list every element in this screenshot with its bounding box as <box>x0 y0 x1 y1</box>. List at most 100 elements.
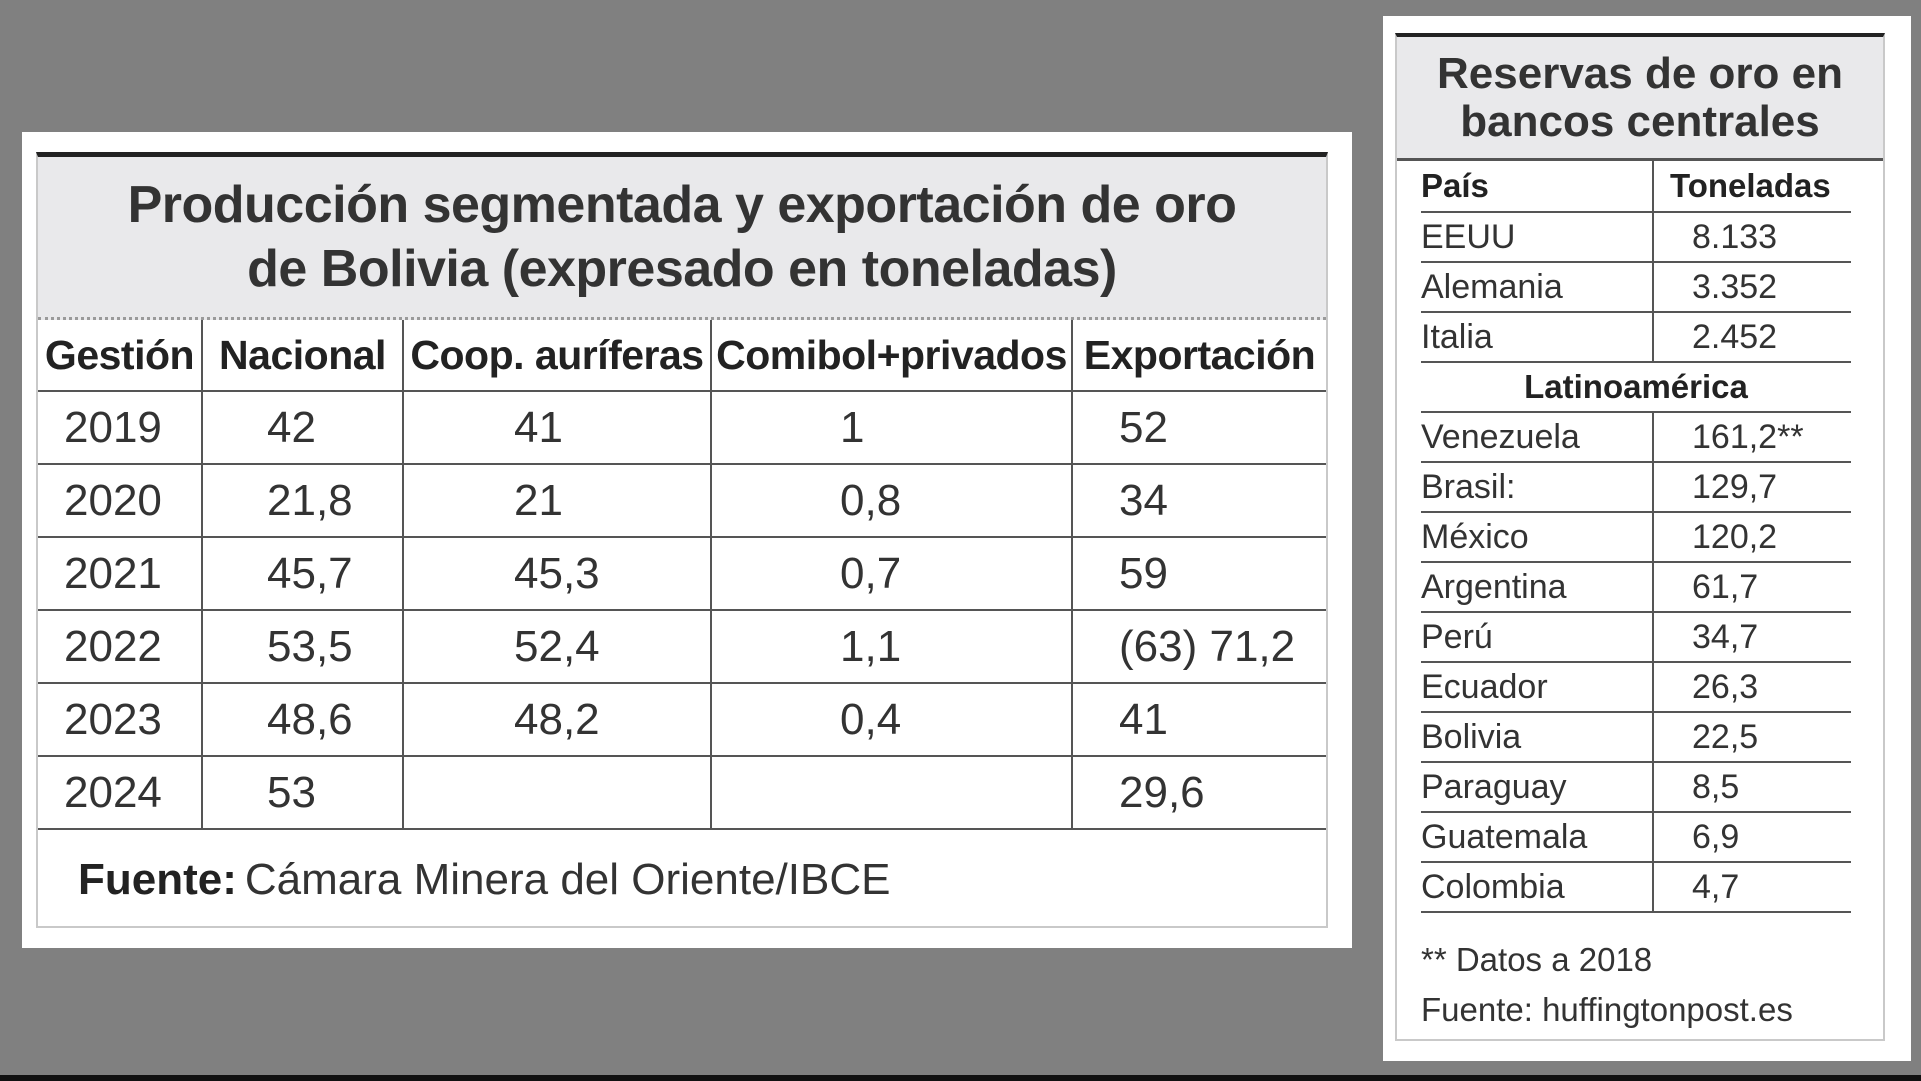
cell-gestion: 2019 <box>38 391 202 465</box>
header-comibol-privados: Comibol+privados <box>710 320 1072 392</box>
cell-pais: Bolivia <box>1421 712 1653 763</box>
production-source: Fuente: Cámara Minera del Oriente/IBCE <box>38 830 1326 930</box>
cell-coop-auriferas: 41 <box>402 391 711 465</box>
source-label: Fuente: <box>78 855 237 904</box>
cell-pais: Ecuador <box>1421 662 1653 713</box>
reserves-table-panel: Reservas de oro en bancos centrales País… <box>1395 33 1885 1041</box>
cell-coop-auriferas: 52,4 <box>402 610 711 684</box>
table-row: Venezuela 161,2** <box>1421 412 1851 463</box>
cell-pais: Colombia <box>1421 862 1653 913</box>
table-row: 2024 53 29,6 <box>38 756 1326 830</box>
region-label-latinoamerica: Latinoamérica <box>1421 362 1851 413</box>
cell-toneladas: 26,3 <box>1652 662 1851 713</box>
cell-exportacion: (63) 71,2 <box>1071 610 1326 684</box>
cell-coop-auriferas <box>402 756 711 830</box>
production-title-line-1: Producción segmentada y exportación de o… <box>127 176 1237 234</box>
production-table: Gestión Nacional Coop. auríferas Comibol… <box>38 320 1326 830</box>
cell-toneladas: 34,7 <box>1652 612 1851 663</box>
production-card: Producción segmentada y exportación de o… <box>22 132 1352 948</box>
table-row: Guatemala 6,9 <box>1421 812 1851 863</box>
reserves-table-title: Reservas de oro en bancos centrales <box>1397 37 1883 161</box>
cell-coop-auriferas: 48,2 <box>402 683 711 757</box>
cell-gestion: 2021 <box>38 537 202 611</box>
cell-toneladas: 129,7 <box>1652 462 1851 513</box>
table-row: Ecuador 26,3 <box>1421 662 1851 713</box>
table-row: Brasil: 129,7 <box>1421 462 1851 513</box>
cell-pais: Venezuela <box>1421 412 1653 463</box>
header-pais: País <box>1421 161 1653 213</box>
cell-pais: Perú <box>1421 612 1653 663</box>
production-table-title: Producción segmentada y exportación de o… <box>38 157 1326 320</box>
cell-exportacion: 52 <box>1071 391 1326 465</box>
reserves-table: País Toneladas EEUU 8.133 Alemania 3.352… <box>1421 161 1851 913</box>
table-row: 2020 21,8 21 0,8 34 <box>38 464 1326 538</box>
table-row: Paraguay 8,5 <box>1421 762 1851 813</box>
production-title-line-2: de Bolivia (expresado en toneladas) <box>247 240 1117 298</box>
cell-comibol-privados: 1,1 <box>710 610 1072 684</box>
cell-gestion: 2023 <box>38 683 202 757</box>
reserves-title-line-1: Reservas de oro en <box>1437 48 1843 98</box>
reserves-notes: ** Datos a 2018 Fuente: huffingtonpost.e… <box>1421 935 1883 1035</box>
cell-pais: México <box>1421 512 1653 563</box>
table-row: México 120,2 <box>1421 512 1851 563</box>
cell-coop-auriferas: 45,3 <box>402 537 711 611</box>
cell-nacional: 48,6 <box>201 683 403 757</box>
cell-comibol-privados: 0,4 <box>710 683 1072 757</box>
cell-exportacion: 59 <box>1071 537 1326 611</box>
cell-gestion: 2020 <box>38 464 202 538</box>
cell-toneladas: 22,5 <box>1652 712 1851 763</box>
cell-pais: EEUU <box>1421 212 1653 263</box>
table-row: Bolivia 22,5 <box>1421 712 1851 763</box>
table-row: 2021 45,7 45,3 0,7 59 <box>38 537 1326 611</box>
cell-nacional: 42 <box>201 391 403 465</box>
cell-comibol-privados: 0,8 <box>710 464 1072 538</box>
cell-gestion: 2024 <box>38 756 202 830</box>
header-exportacion: Exportación <box>1071 320 1326 392</box>
cell-nacional: 53,5 <box>201 610 403 684</box>
cell-pais: Guatemala <box>1421 812 1653 863</box>
cell-coop-auriferas: 21 <box>402 464 711 538</box>
cell-toneladas: 4,7 <box>1652 862 1851 913</box>
cell-toneladas: 6,9 <box>1652 812 1851 863</box>
cell-gestion: 2022 <box>38 610 202 684</box>
cell-pais: Paraguay <box>1421 762 1653 813</box>
cell-pais: Italia <box>1421 312 1653 363</box>
table-row: Perú 34,7 <box>1421 612 1851 663</box>
header-coop-auriferas: Coop. auríferas <box>402 320 711 392</box>
cell-comibol-privados: 1 <box>710 391 1072 465</box>
table-row: Argentina 61,7 <box>1421 562 1851 613</box>
cell-nacional: 21,8 <box>201 464 403 538</box>
table-row: 2022 53,5 52,4 1,1 (63) 71,2 <box>38 610 1326 684</box>
cell-nacional: 53 <box>201 756 403 830</box>
production-header-row: Gestión Nacional Coop. auríferas Comibol… <box>38 320 1326 392</box>
table-row: Alemania 3.352 <box>1421 262 1851 313</box>
cell-comibol-privados: 0,7 <box>710 537 1072 611</box>
production-table-panel: Producción segmentada y exportación de o… <box>36 152 1328 928</box>
reserves-header-row: País Toneladas <box>1421 161 1851 213</box>
cell-nacional: 45,7 <box>201 537 403 611</box>
reserves-card: Reservas de oro en bancos centrales País… <box>1383 16 1911 1061</box>
cell-toneladas: 2.452 <box>1652 312 1851 363</box>
reserves-title-line-2: bancos centrales <box>1460 96 1820 146</box>
region-row: Latinoamérica <box>1421 362 1851 413</box>
header-nacional: Nacional <box>201 320 403 392</box>
cell-toneladas: 120,2 <box>1652 512 1851 563</box>
cell-exportacion: 34 <box>1071 464 1326 538</box>
header-gestion: Gestión <box>38 320 202 392</box>
cell-toneladas: 3.352 <box>1652 262 1851 313</box>
header-toneladas: Toneladas <box>1652 161 1851 213</box>
cell-comibol-privados <box>710 756 1072 830</box>
table-row: Italia 2.452 <box>1421 312 1851 363</box>
cell-toneladas: 8,5 <box>1652 762 1851 813</box>
bottom-border <box>0 1075 1921 1081</box>
cell-exportacion: 41 <box>1071 683 1326 757</box>
table-row: Colombia 4,7 <box>1421 862 1851 913</box>
reserves-footnote: ** Datos a 2018 <box>1421 941 1653 978</box>
cell-toneladas: 8.133 <box>1652 212 1851 263</box>
cell-pais: Alemania <box>1421 262 1653 313</box>
table-row: 2019 42 41 1 52 <box>38 391 1326 465</box>
cell-toneladas: 61,7 <box>1652 562 1851 613</box>
source-text: Cámara Minera del Oriente/IBCE <box>244 855 891 904</box>
table-row: EEUU 8.133 <box>1421 212 1851 263</box>
cell-toneladas: 161,2** <box>1652 412 1851 463</box>
